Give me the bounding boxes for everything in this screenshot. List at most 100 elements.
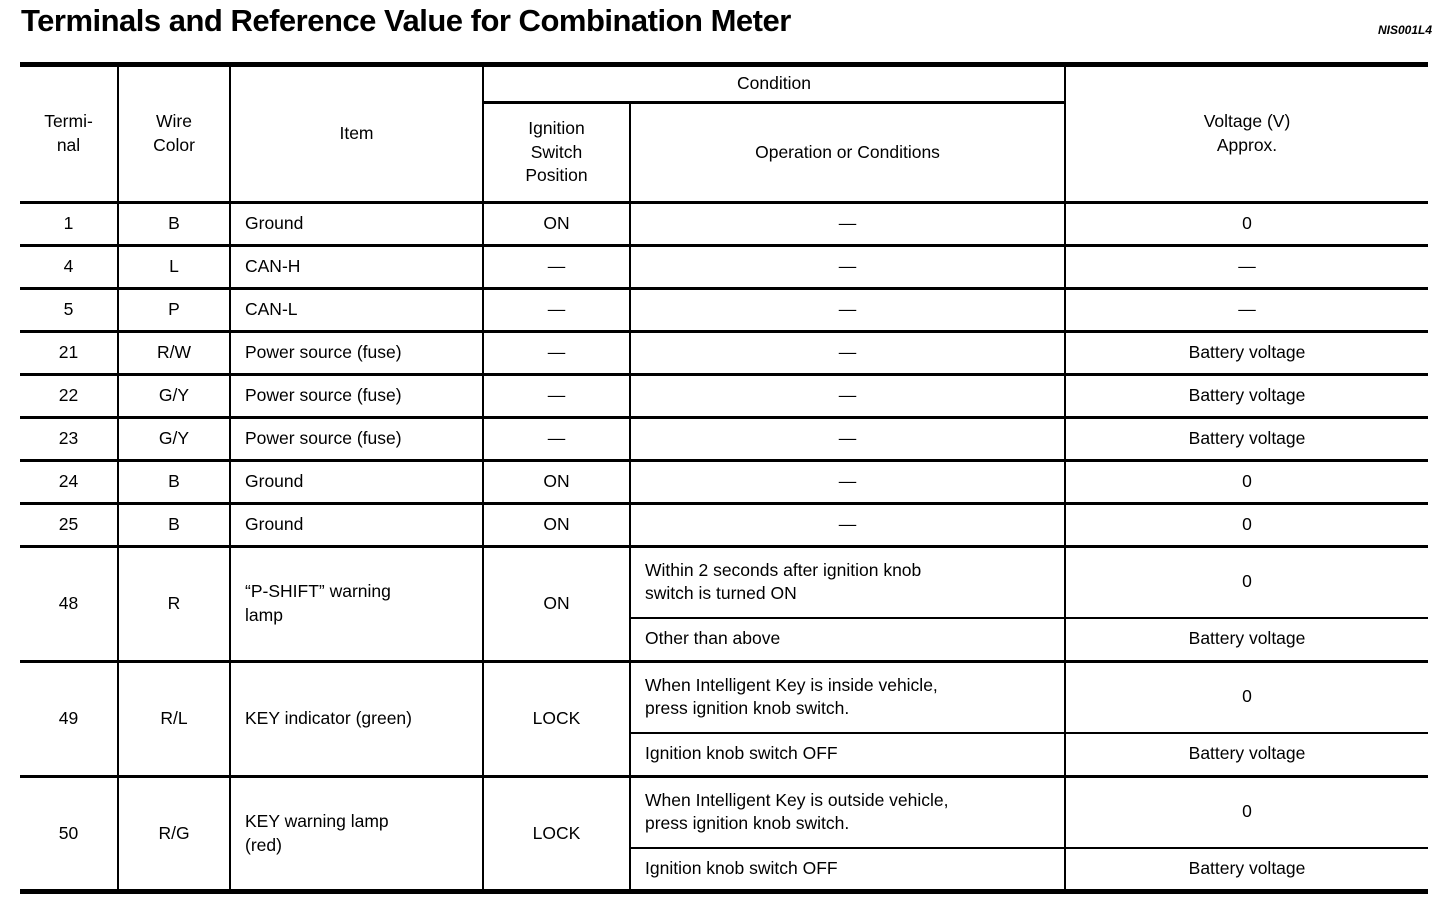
ignition-position-cell: ON (482, 459, 631, 505)
operation-cell: Ignition knob switch OFF (628, 846, 1067, 893)
ignition-position-cell: — (482, 416, 631, 462)
header-item: Item (229, 63, 484, 204)
header-condition: Condition (481, 63, 1067, 104)
table-row: 23 G/Y Power source (fuse) — — Battery v… (20, 416, 1429, 462)
operation-cell: Other than above (628, 616, 1067, 663)
voltage-cell: Battery voltage (1064, 731, 1429, 778)
voltage-cell: Battery voltage (1064, 846, 1429, 893)
wire-color-cell: P (117, 287, 231, 333)
wire-color-cell: B (117, 459, 231, 505)
item-cell: Power source (fuse) (229, 373, 484, 419)
item-cell: KEY indicator (green) (229, 660, 484, 778)
header-row-1: Termi- nal Wire Color Item Condition Vol… (20, 63, 1429, 204)
voltage-cell: 0 (1064, 502, 1429, 548)
wire-color-cell: L (117, 244, 231, 290)
voltage-cell: 0 (1064, 545, 1429, 619)
terminal-cell: 23 (20, 416, 119, 462)
operation-cell: Within 2 seconds after ignition knob swi… (628, 545, 1067, 619)
table-body: 1 B Ground ON — 0 4 L CAN-H — — — 5 P CA… (20, 201, 1429, 893)
wire-color-cell: R/W (117, 330, 231, 376)
table-row: 1 B Ground ON — 0 (20, 201, 1429, 247)
ignition-position-cell: — (482, 330, 631, 376)
ignition-position-cell: — (482, 244, 631, 290)
voltage-cell: Battery voltage (1064, 330, 1429, 376)
operation-cell: — (628, 416, 1067, 462)
table-header: Termi- nal Wire Color Item Condition Vol… (20, 63, 1429, 204)
table-row: 21 R/W Power source (fuse) — — Battery v… (20, 330, 1429, 376)
wire-color-cell: G/Y (117, 416, 231, 462)
voltage-cell: Battery voltage (1064, 616, 1429, 663)
ignition-position-cell: LOCK (482, 775, 631, 893)
voltage-cell: 0 (1064, 201, 1429, 247)
item-cell: “P-SHIFT” warning lamp (229, 545, 484, 663)
item-cell: KEY warning lamp (red) (229, 775, 484, 893)
table-row: 25 B Ground ON — 0 (20, 502, 1429, 548)
terminal-cell: 1 (20, 201, 119, 247)
terminal-cell: 48 (20, 545, 119, 663)
terminal-cell: 22 (20, 373, 119, 419)
item-cell: CAN-L (229, 287, 484, 333)
item-cell: Ground (229, 459, 484, 505)
header-voltage: Voltage (V) Approx. (1064, 63, 1429, 204)
terminal-cell: 49 (20, 660, 119, 778)
table-row: 5 P CAN-L — — — (20, 287, 1429, 333)
operation-cell: When Intelligent Key is inside vehicle, … (628, 660, 1067, 734)
ignition-position-cell: ON (482, 502, 631, 548)
wire-color-cell: B (117, 502, 231, 548)
header-row-2: Ignition Switch Position Operation or Co… (20, 101, 1428, 204)
item-cell: Power source (fuse) (229, 330, 484, 376)
header-terminal: Termi- nal (20, 63, 119, 204)
table-row: 22 G/Y Power source (fuse) — — Battery v… (20, 373, 1429, 419)
item-cell: Power source (fuse) (229, 416, 484, 462)
operation-cell: — (628, 287, 1067, 333)
wire-color-cell: R/G (117, 775, 231, 893)
voltage-cell: — (1064, 244, 1429, 290)
table-row: 24 B Ground ON — 0 (20, 459, 1429, 505)
operation-cell: — (628, 459, 1067, 505)
item-cell: Ground (229, 201, 484, 247)
table-row: 50 R/G KEY warning lamp (red) LOCK When … (20, 775, 1429, 893)
terminal-cell: 50 (20, 775, 119, 893)
voltage-cell: 0 (1064, 660, 1429, 734)
item-cell: CAN-H (229, 244, 484, 290)
terminal-cell: 4 (20, 244, 119, 290)
header-wire-color: Wire Color (117, 63, 231, 204)
ignition-position-cell: — (482, 373, 631, 419)
wire-color-cell: R/L (117, 660, 231, 778)
page-title: Terminals and Reference Value for Combin… (21, 3, 791, 38)
operation-cell: When Intelligent Key is outside vehicle,… (628, 775, 1067, 849)
voltage-cell: — (1064, 287, 1429, 333)
figure-code: NIS001L4 (1377, 23, 1432, 37)
operation-cell: Ignition knob switch OFF (628, 731, 1067, 778)
ignition-position-cell: — (482, 287, 631, 333)
item-cell: Ground (229, 502, 484, 548)
terminal-cell: 25 (20, 502, 119, 548)
operation-cell: — (628, 330, 1067, 376)
header-operation-or-conditions: Operation or Conditions (628, 101, 1067, 204)
operation-cell: — (628, 373, 1067, 419)
table-row-sub: Ignition knob switch OFF Battery voltage (20, 731, 1429, 778)
table-row-sub: Ignition knob switch OFF Battery voltage (20, 846, 1429, 893)
ignition-position-cell: ON (482, 201, 631, 247)
operation-cell: — (628, 244, 1067, 290)
table-row: 49 R/L KEY indicator (green) LOCK When I… (20, 660, 1429, 778)
ignition-position-cell: LOCK (482, 660, 631, 778)
voltage-cell: Battery voltage (1064, 373, 1429, 419)
voltage-cell: 0 (1064, 459, 1429, 505)
table-row-sub: Other than above Battery voltage (20, 616, 1429, 663)
terminal-cell: 5 (20, 287, 119, 333)
operation-cell: — (628, 502, 1067, 548)
terminal-cell: 21 (20, 330, 119, 376)
wire-color-cell: R (117, 545, 231, 663)
operation-cell: — (628, 201, 1067, 247)
voltage-cell: Battery voltage (1064, 416, 1429, 462)
terminal-cell: 24 (20, 459, 119, 505)
header-ignition-switch-position: Ignition Switch Position (482, 101, 631, 204)
table-row: 48 R “P-SHIFT” warning lamp ON Within 2 … (20, 545, 1429, 663)
table-row: 4 L CAN-H — — — (20, 244, 1429, 290)
wire-color-cell: G/Y (117, 373, 231, 419)
terminals-reference-table: Termi- nal Wire Color Item Condition Vol… (20, 62, 1429, 894)
ignition-position-cell: ON (482, 545, 631, 663)
wire-color-cell: B (117, 201, 231, 247)
voltage-cell: 0 (1064, 775, 1429, 849)
